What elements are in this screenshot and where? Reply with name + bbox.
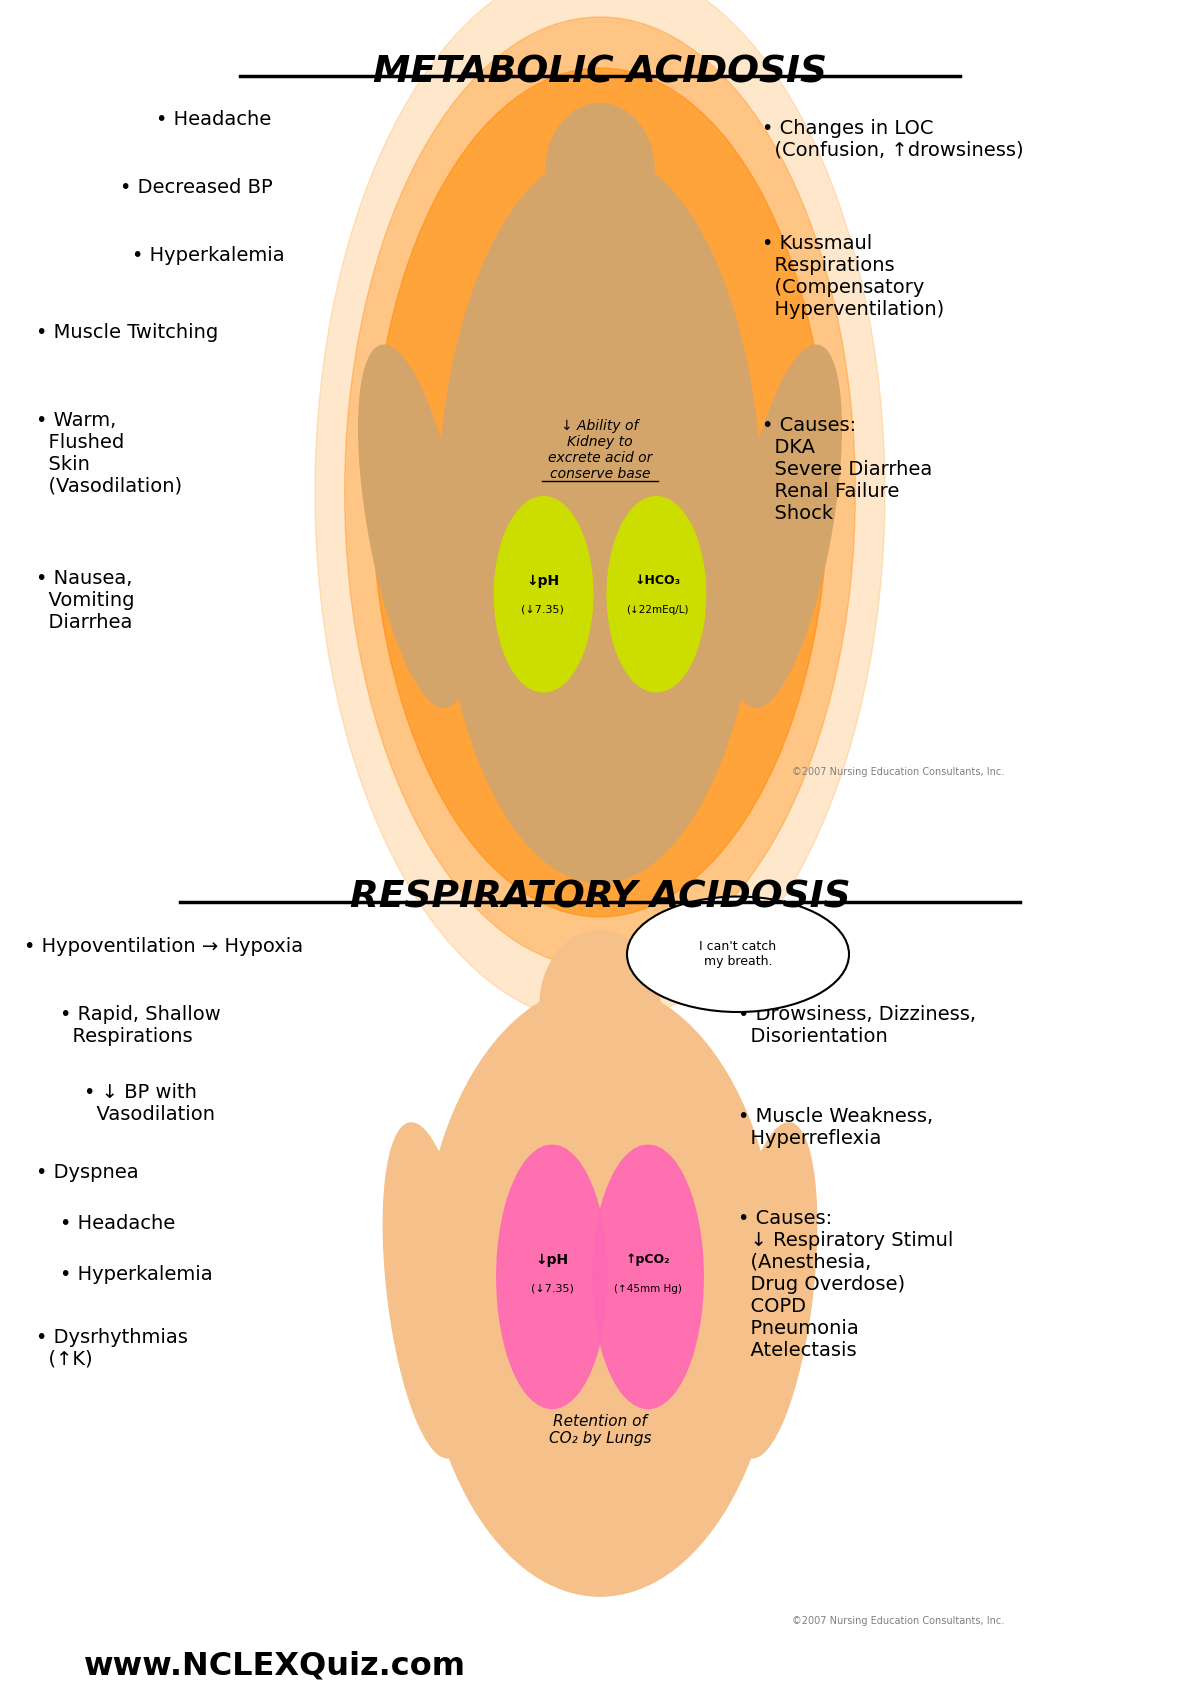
Text: • Warm,
  Flushed
  Skin
  (Vasodilation): • Warm, Flushed Skin (Vasodilation) — [36, 411, 182, 496]
Text: • Muscle Twitching: • Muscle Twitching — [36, 323, 218, 341]
Text: (↓7.35): (↓7.35) — [521, 604, 564, 615]
Text: ©2007 Nursing Education Consultants, Inc.: ©2007 Nursing Education Consultants, Inc… — [792, 1616, 1004, 1627]
Text: I can't catch
my breath.: I can't catch my breath. — [700, 941, 776, 968]
Ellipse shape — [383, 1122, 476, 1459]
Ellipse shape — [546, 104, 654, 236]
Text: • Rapid, Shallow
  Respirations: • Rapid, Shallow Respirations — [60, 1005, 221, 1046]
Text: • Headache: • Headache — [156, 110, 271, 129]
Text: Retention of
CO₂ by Lungs: Retention of CO₂ by Lungs — [548, 1413, 652, 1447]
Ellipse shape — [724, 1122, 817, 1459]
Ellipse shape — [731, 345, 841, 708]
Text: • Muscle Weakness,
  Hyperreflexia: • Muscle Weakness, Hyperreflexia — [738, 1107, 934, 1148]
Text: ↓HCO₃: ↓HCO₃ — [635, 574, 680, 588]
Text: • Dysrhythmias
  (↑K): • Dysrhythmias (↑K) — [36, 1328, 188, 1369]
Text: ↑pCO₂: ↑pCO₂ — [625, 1253, 671, 1267]
Text: • Causes:
  ↓ Respiratory Stimul
  (Anesthesia,
  Drug Overdose)
  COPD
  Pneumo: • Causes: ↓ Respiratory Stimul (Anesthes… — [738, 1209, 953, 1360]
Text: • Decreased BP: • Decreased BP — [120, 178, 272, 197]
Text: • Dyspnea: • Dyspnea — [36, 1163, 139, 1182]
Text: ©2007 Nursing Education Consultants, Inc.: ©2007 Nursing Education Consultants, Inc… — [792, 767, 1004, 778]
Text: • Headache: • Headache — [60, 1214, 175, 1233]
Text: RESPIRATORY ACIDOSIS: RESPIRATORY ACIDOSIS — [349, 880, 851, 915]
Ellipse shape — [494, 496, 593, 693]
Text: ↓ Ability of
Kidney to
excrete acid or
conserve base: ↓ Ability of Kidney to excrete acid or c… — [548, 419, 652, 481]
Ellipse shape — [628, 897, 850, 1012]
Ellipse shape — [314, 0, 886, 1022]
Ellipse shape — [359, 345, 469, 708]
Text: • Hyperkalemia: • Hyperkalemia — [60, 1265, 212, 1284]
Text: ↓pH: ↓pH — [526, 574, 559, 588]
Text: ↓pH: ↓pH — [535, 1253, 569, 1267]
Text: • Kussmaul
  Respirations
  (Compensatory
  Hyperventilation): • Kussmaul Respirations (Compensatory Hy… — [762, 234, 944, 319]
Ellipse shape — [607, 496, 706, 693]
Ellipse shape — [593, 1144, 703, 1409]
Ellipse shape — [372, 68, 828, 917]
Ellipse shape — [438, 153, 762, 883]
Text: • Changes in LOC
  (Confusion, ↑drowsiness): • Changes in LOC (Confusion, ↑drowsiness… — [762, 119, 1024, 160]
Text: • Hyperkalemia: • Hyperkalemia — [132, 246, 284, 265]
Text: • ↓ BP with
  Vasodilation: • ↓ BP with Vasodilation — [84, 1083, 215, 1124]
Text: • Causes:
  DKA
  Severe Diarrhea
  Renal Failure
  Shock: • Causes: DKA Severe Diarrhea Renal Fail… — [762, 416, 932, 523]
Text: (↑45mm Hg): (↑45mm Hg) — [614, 1284, 682, 1294]
Text: (↓22mEq/L): (↓22mEq/L) — [626, 604, 689, 615]
Text: • Hypoventilation → Hypoxia: • Hypoventilation → Hypoxia — [24, 937, 304, 956]
Text: • Drowsiness, Dizziness,
  Disorientation: • Drowsiness, Dizziness, Disorientation — [738, 1005, 976, 1046]
Text: www.NCLEXQuiz.com: www.NCLEXQuiz.com — [84, 1650, 466, 1681]
Ellipse shape — [497, 1144, 607, 1409]
Text: METABOLIC ACIDOSIS: METABOLIC ACIDOSIS — [373, 54, 827, 90]
Ellipse shape — [344, 17, 856, 968]
Ellipse shape — [540, 931, 660, 1080]
Text: (↓7.35): (↓7.35) — [530, 1284, 574, 1294]
Text: • Nausea,
  Vomiting
  Diarrhea: • Nausea, Vomiting Diarrhea — [36, 569, 134, 632]
Ellipse shape — [420, 985, 780, 1596]
